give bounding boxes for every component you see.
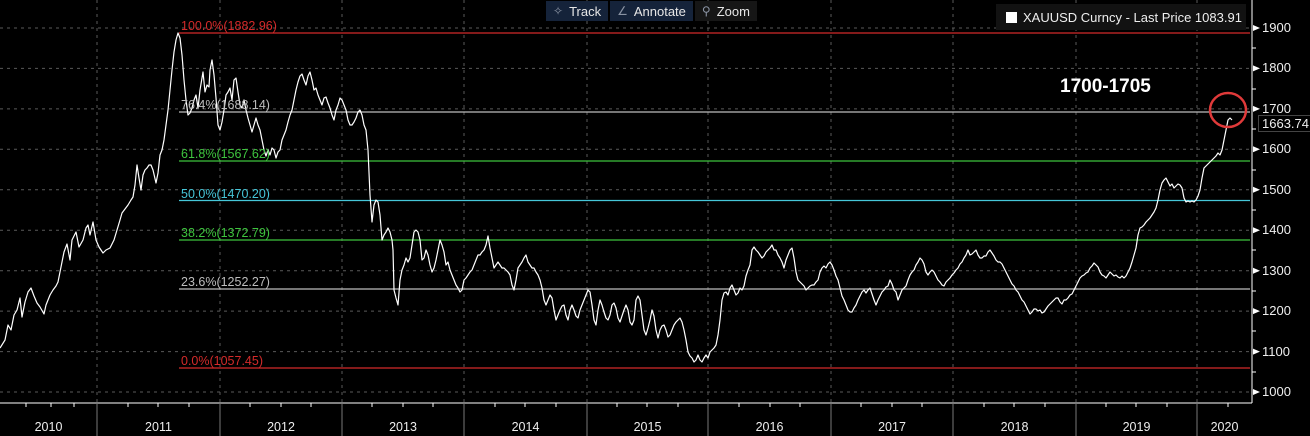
x-axis-label: 2019 [1122,420,1151,434]
highlight-circle [1208,91,1248,129]
x-axis-label: 2018 [1000,420,1029,434]
fib-label-76-4: 76.4%(1688.14) [181,98,270,112]
fib-label-100: 100.0%(1882.96) [181,19,277,33]
grid-vertical [96,0,1198,403]
chart-legend[interactable]: XAUUSD Curncy - Last Price 1083.91 [996,4,1246,30]
y-tick-label: 1600 [1262,141,1291,156]
fib-label-23-6: 23.6%(1252.27) [181,275,270,289]
x-axis-label: 2012 [267,420,295,434]
fib-label-50: 50.0%(1470.20) [181,187,270,201]
y-axis-arrows [1253,25,1260,395]
grid-horizontal [0,27,1250,393]
annotate-button[interactable]: ∠ Annotate [610,1,693,21]
last-price-tag: 1663.74 [1258,115,1310,132]
x-axis-label: 2017 [878,420,906,434]
annotate-label: Annotate [633,3,686,19]
legend-text: XAUUSD Curncy - Last Price 1083.91 [1023,9,1242,25]
x-axis-label: 2020 [1210,420,1239,434]
chart-toolbar: ✧ Track ∠ Annotate ⚲ Zoom [546,1,757,21]
x-axis-label: 2016 [755,420,784,434]
x-axis-label: 2014 [511,420,540,434]
track-button[interactable]: ✧ Track [546,1,609,21]
y-axis [1251,0,1256,403]
y-tick-label: 1400 [1262,222,1291,237]
track-label: Track [569,3,602,19]
pencil-icon: ∠ [617,4,628,18]
y-tick-label: 1100 [1262,344,1290,359]
y-tick-label: 1200 [1262,303,1291,318]
fib-label-61-8: 61.8%(1567.62) [181,147,270,161]
legend-swatch [1006,11,1017,23]
x-axis-label: 2015 [633,420,662,434]
y-tick-label: 1800 [1262,60,1291,75]
y-tick-label: 1500 [1262,182,1291,197]
crosshair-icon: ✧ [553,4,564,18]
fib-label-38-2: 38.2%(1372.79) [181,226,270,240]
target-annotation: 1700-1705 [1060,76,1151,97]
x-axis-label: 2010 [34,420,63,434]
x-axis-year-dividers [96,403,1198,436]
price-line [0,32,1233,363]
x-axis-minor-ticks [25,403,1229,407]
y-tick-label: 1900 [1262,20,1291,35]
y-tick-label: 1300 [1262,263,1291,278]
x-axis-label: 2013 [389,420,417,434]
y-tick-label: 1700 [1262,101,1291,116]
magnifier-icon: ⚲ [701,4,711,18]
fib-label-0: 0.0%(1057.45) [181,354,264,368]
x-axis-label: 2011 [145,420,172,434]
zoom-button[interactable]: ⚲ Zoom [694,1,757,21]
y-tick-label: 1000 [1262,384,1291,399]
zoom-label: Zoom [716,3,750,19]
